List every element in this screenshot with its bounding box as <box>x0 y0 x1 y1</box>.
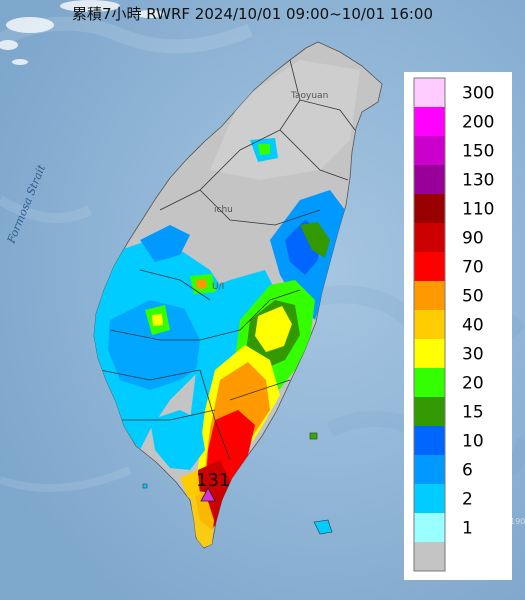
rain-zone-north-blue <box>140 225 190 262</box>
legend-swatch <box>414 513 445 542</box>
legend-label: 130 <box>462 171 494 191</box>
legend-swatch <box>414 426 445 455</box>
place-label-ichu: ichu <box>214 205 233 215</box>
legend-swatch <box>414 252 445 281</box>
north-terrain <box>210 60 360 180</box>
rain-zone-north-spot-2 <box>258 144 270 155</box>
legend-swatch <box>414 368 445 397</box>
legend-swatch <box>414 339 445 368</box>
legend-label: 6 <box>462 461 473 481</box>
rain-zone-east-3 <box>300 222 330 258</box>
peak-value: 131 <box>196 470 230 491</box>
legend-swatch <box>414 165 445 194</box>
legend-label: 15 <box>462 403 484 423</box>
legend-label: 70 <box>462 258 484 278</box>
legend-swatch <box>414 194 445 223</box>
rain-zone-east-yellow <box>255 306 292 352</box>
place-label-taoyuan: Taoyuan <box>290 91 328 101</box>
rain-zone-mid-orange <box>196 279 207 289</box>
legend-label: 90 <box>462 229 484 249</box>
county-boundaries <box>99 59 356 461</box>
legend-label: 1 <box>462 519 473 539</box>
legend-swatch <box>414 484 445 513</box>
offshore-island-lanyu <box>313 519 333 535</box>
legend-label: 30 <box>462 345 484 365</box>
legend-swatch <box>414 455 445 484</box>
legend-label: 20 <box>462 374 484 394</box>
rain-zone-west-yellow <box>152 314 163 326</box>
sea-marker-label: 190 <box>510 517 525 526</box>
rain-zone-cyan-coast <box>150 410 205 470</box>
legend-swatch <box>414 223 445 252</box>
legend-label: 50 <box>462 287 484 307</box>
legend-labels: 300 200 150 130 110 90 70 50 40 30 20 15 10 6 2 1 <box>462 84 494 539</box>
legend-swatch <box>414 136 445 165</box>
rain-zone-south-tip-orange <box>190 490 214 548</box>
offshore-island-green <box>309 432 318 440</box>
legend-swatch <box>414 281 445 310</box>
legend: 300 200 150 130 110 90 70 50 40 30 20 15 10 6 2 1 <box>404 72 512 580</box>
legend-swatches <box>414 78 445 571</box>
offshore-island-small <box>142 483 148 489</box>
legend-frame <box>413 77 446 572</box>
peak-marker-icon <box>200 487 216 502</box>
legend-label: 300 <box>462 84 494 104</box>
rain-zone-south-west-yellow <box>180 470 200 498</box>
legend-label: 40 <box>462 316 484 336</box>
map-title: 累積7小時 RWRF 2024/10/01 09:00~10/01 16:00 <box>72 5 433 23</box>
legend-swatch <box>414 78 445 107</box>
legend-swatch <box>414 397 445 426</box>
legend-label: 10 <box>462 432 484 452</box>
legend-label: 150 <box>462 142 494 162</box>
legend-label: 200 <box>462 113 494 133</box>
legend-swatch <box>414 310 445 339</box>
clouds <box>0 0 164 65</box>
legend-swatch <box>414 542 445 571</box>
legend-label: 110 <box>462 200 494 220</box>
place-label-ui: U/I <box>212 282 224 292</box>
legend-label: 2 <box>462 490 473 510</box>
legend-swatch <box>414 107 445 136</box>
